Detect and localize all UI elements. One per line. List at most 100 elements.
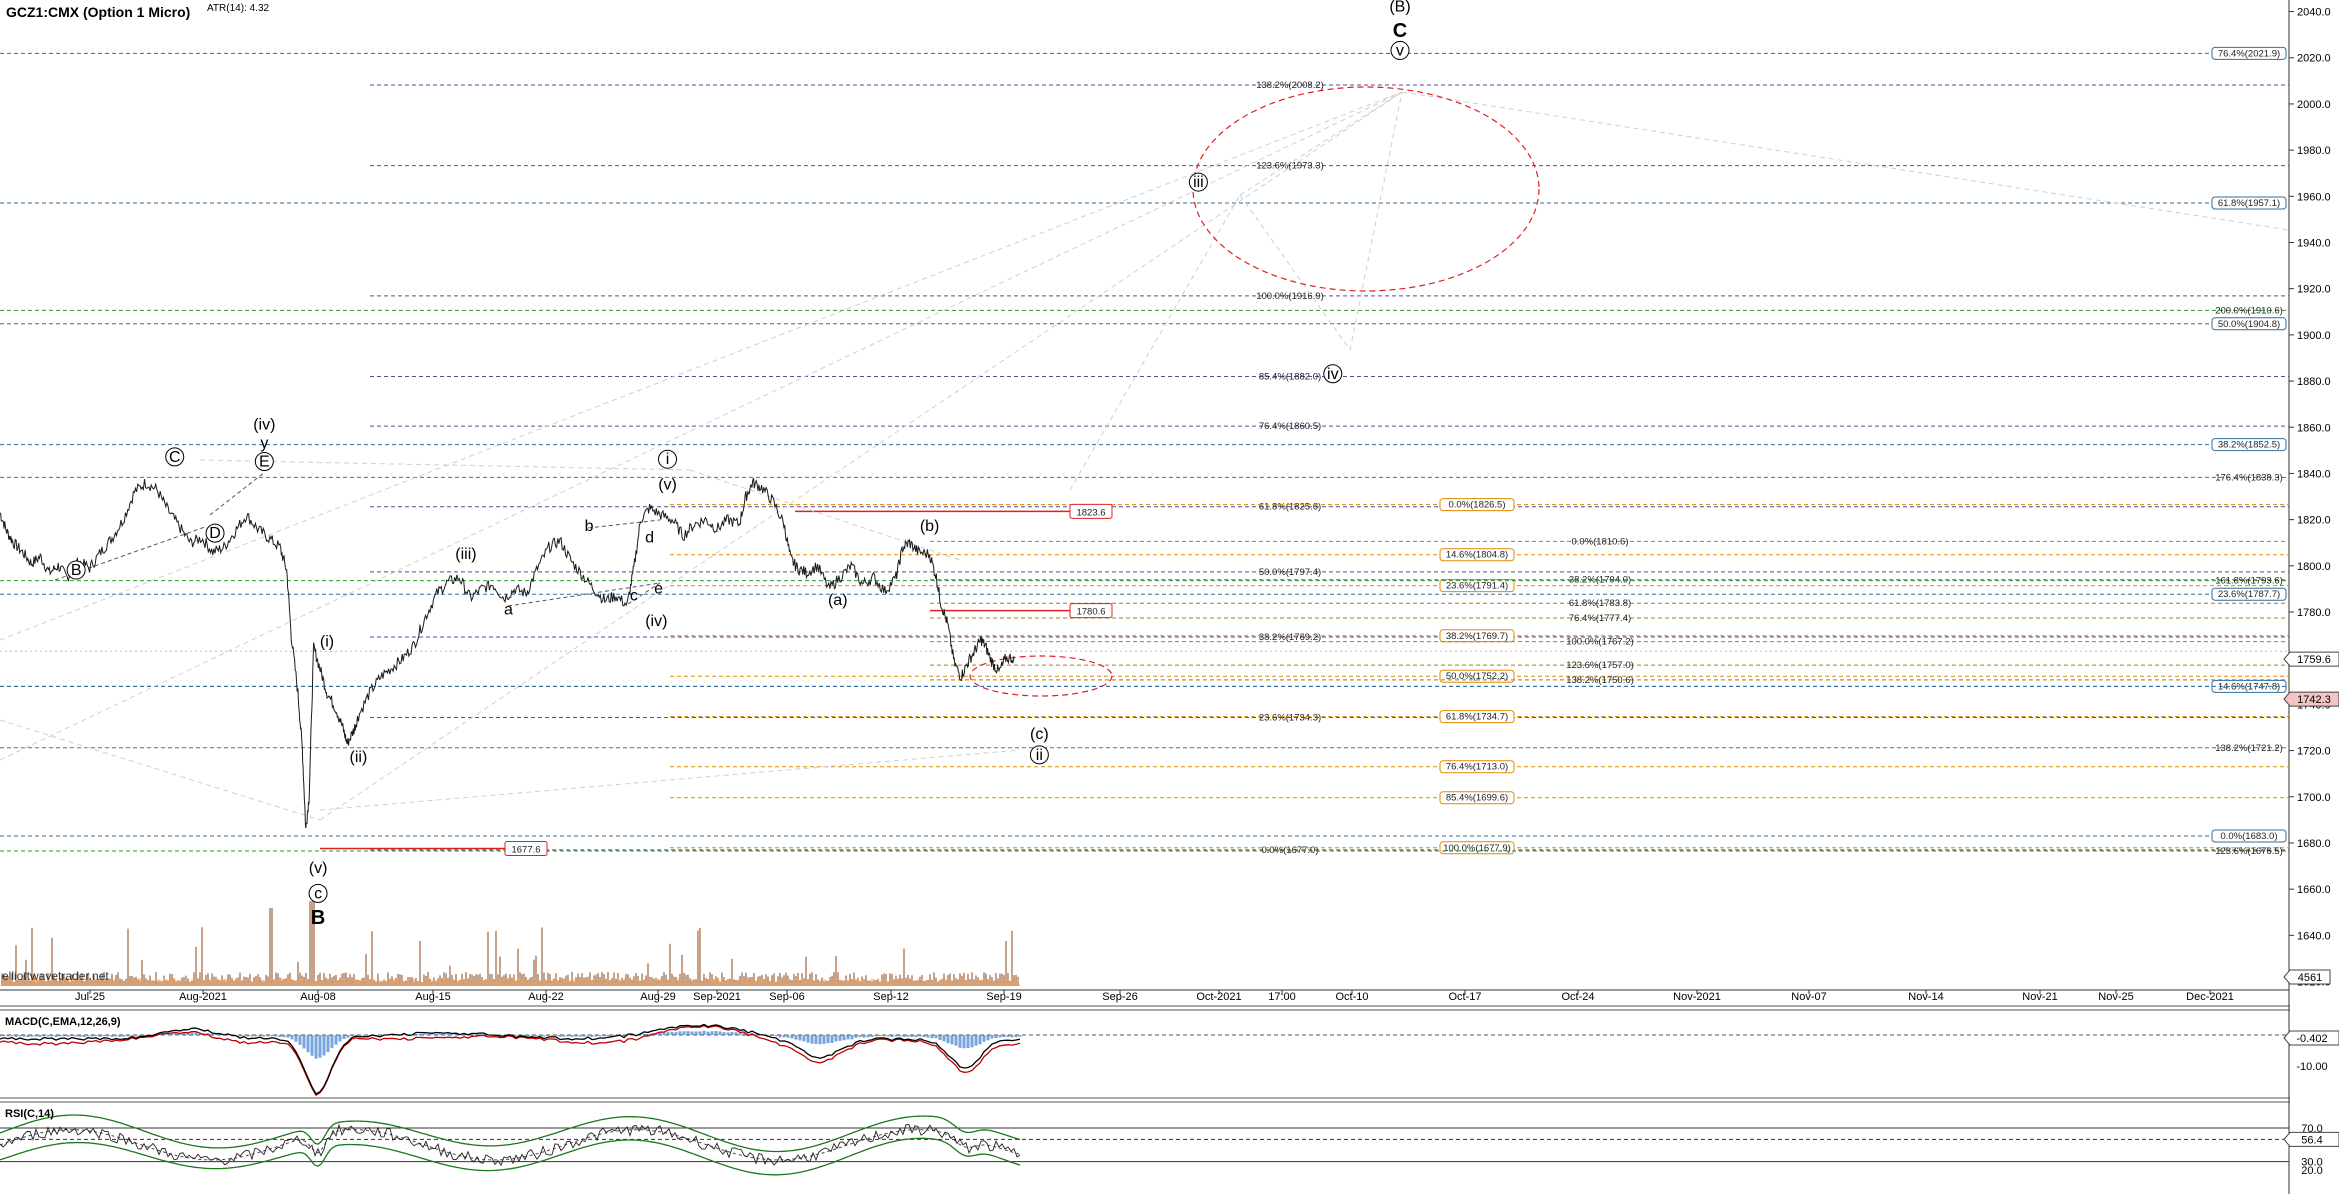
projection-line — [319, 749, 1021, 811]
fib-orange-box — [1439, 710, 1515, 724]
fib-level-label: 61.8%(1825.6) — [1259, 502, 1321, 513]
fib-right-label: 76.4%(2021.9) — [2218, 48, 2280, 59]
fib-level-label: 138.2%(2008.2) — [1256, 80, 1324, 91]
projection-line — [0, 91, 1403, 641]
macd-panel: -0.402 -10.00 — [0, 1023, 2339, 1097]
wave-label: D — [209, 525, 221, 542]
time-axis-label: Dec-2021 — [2186, 991, 2234, 1003]
fib-right-box — [2211, 587, 2287, 601]
time-axis-label: Oct-2021 — [1196, 991, 1241, 1003]
wave-label: c — [314, 885, 322, 902]
wave-label: ii — [1036, 747, 1043, 764]
wave-label: e — [654, 581, 663, 598]
price-axis-label: 1860.0 — [2297, 422, 2331, 434]
price-axis-label: 1700.0 — [2297, 792, 2331, 804]
fib-orange-box — [1439, 791, 1515, 805]
time-axis-label: Oct-10 — [1335, 991, 1368, 1003]
fib-right-box — [2211, 829, 2287, 843]
fib-mid-label: 123.6%(1757.0) — [1566, 660, 1634, 671]
fib-right-label: 38.2%(1852.5) — [2218, 440, 2280, 451]
fib-level-label: 123.6%(1973.3) — [1256, 161, 1324, 172]
time-axis-label: Nov-25 — [2098, 991, 2133, 1003]
fib-orange-label: 50.0%(1752.2) — [1446, 671, 1508, 682]
rsi-line — [0, 1123, 1021, 1167]
wave-label: (iii) — [455, 546, 476, 563]
time-axis-label: Aug-2021 — [179, 991, 227, 1003]
price-axis-label: 1820.0 — [2297, 515, 2331, 527]
time-axis-label: Sep-2021 — [693, 991, 741, 1003]
fib-right-label: 0.0%(1683.0) — [2220, 831, 2277, 842]
price-axis-label: 1940.0 — [2297, 237, 2331, 249]
price-axis-label: 1720.0 — [2297, 746, 2331, 758]
last-price-marker: 1759.6 — [2297, 654, 2331, 666]
price-line — [0, 477, 1016, 829]
fib-orange-box — [1439, 760, 1515, 774]
rsi-title: RSI(C,14) — [5, 1108, 54, 1120]
wave-label: d — [645, 530, 654, 547]
time-axis-label: Nov-2021 — [1673, 991, 1721, 1003]
price-series — [0, 477, 1016, 829]
price-axis-label: 1640.0 — [2297, 930, 2331, 942]
time-axis-label: Nov-07 — [1791, 991, 1826, 1003]
wave-label: E — [259, 454, 270, 471]
fib-mid-label: 61.8%(1783.8) — [1569, 598, 1631, 609]
price-tag-label: 1780.6 — [1076, 607, 1105, 618]
price-axis[interactable]: 2040.0 2020.0 2000.0 1980.0 1960.0 1940.0 1920… — [2283, 7, 2339, 989]
price-axis-label: 1900.0 — [2297, 330, 2331, 342]
price-tag-box — [1069, 503, 1113, 519]
volume-bars — [0, 901, 1020, 986]
wave-label: (ii) — [350, 749, 368, 766]
wave-structure-line — [54, 526, 206, 581]
macd-title: MACD(C,EMA,12,26,9) — [5, 1016, 121, 1028]
time-axis-label: Aug-15 — [415, 991, 450, 1003]
fib-level-label: 0.0%(1677.0) — [1261, 845, 1318, 856]
price-axis-label: 1800.0 — [2297, 561, 2331, 573]
macd-value-box — [2283, 1030, 2339, 1046]
time-axis-label: Sep-26 — [1102, 991, 1137, 1003]
wave-label: c — [630, 587, 638, 604]
fib-mid-label: 0.0%(1810.6) — [1571, 536, 1628, 547]
projection-line — [1239, 194, 1351, 351]
wave-structure-line — [587, 519, 661, 529]
rsi-axis-label: 30.0 — [2301, 1157, 2322, 1169]
wave-label: (v) — [309, 860, 328, 877]
fib-orange-box — [1439, 548, 1515, 562]
fib-level-label: 23.6%(1734.3) — [1259, 713, 1321, 724]
fib-mid-label: 138.2%(1750.6) — [1566, 675, 1634, 686]
wave-label-circle — [205, 523, 225, 543]
time-axis-label: Nov-14 — [1908, 991, 1943, 1003]
price-tag-box — [1069, 603, 1113, 619]
wave-structure-line — [209, 471, 266, 516]
wave-label: (b) — [920, 518, 940, 535]
rsi-panel: 70.056.430.020.0 — [0, 1114, 2339, 1177]
volume-average-area — [0, 978, 1020, 986]
fib-right-label: 200.0%(1910.6) — [2215, 305, 2283, 316]
price-axis-label: 1780.0 — [2297, 607, 2331, 619]
fib-level-label: 100.0%(1916.9) — [1256, 291, 1324, 302]
wave-label-circle — [165, 447, 185, 467]
time-axis-label: Sep-12 — [873, 991, 908, 1003]
wave-label-circle — [1323, 364, 1343, 384]
wave-label-circle — [1188, 172, 1208, 192]
time-axis-label: Sep-06 — [769, 991, 804, 1003]
fib-level-label: 38.2%(1769.2) — [1259, 632, 1321, 643]
fib-right-label: 161.8%(1793.6) — [2215, 576, 2283, 587]
wave-label: y — [260, 435, 268, 452]
wave-label-circle — [308, 883, 328, 903]
rsi-axis-label: 56.4 — [2301, 1134, 2322, 1146]
price-axis-label: 1680.0 — [2297, 838, 2331, 850]
wave-label: B — [71, 562, 82, 579]
fib-right-label: 138.2%(1721.2) — [2215, 743, 2283, 754]
projection-line — [0, 719, 321, 821]
rsi-upper-band — [0, 1114, 1021, 1153]
time-axis-label: Jul-25 — [75, 991, 105, 1003]
projection-line — [1069, 194, 1241, 491]
macd-axis-label: -0.402 — [2296, 1033, 2327, 1045]
time-axis[interactable]: Jul-25 Aug-2021 Aug-08 Aug-15 Aug-22 Aug-29 Se… — [0, 989, 2289, 1003]
wave-label: C — [1393, 20, 1407, 42]
fibonacci-levels: 138.2%(2008.2) 123.6%(1973.3) 100.0%(1916.… — [0, 46, 2289, 857]
projection-line — [199, 459, 691, 471]
time-axis-label: Aug-22 — [528, 991, 563, 1003]
